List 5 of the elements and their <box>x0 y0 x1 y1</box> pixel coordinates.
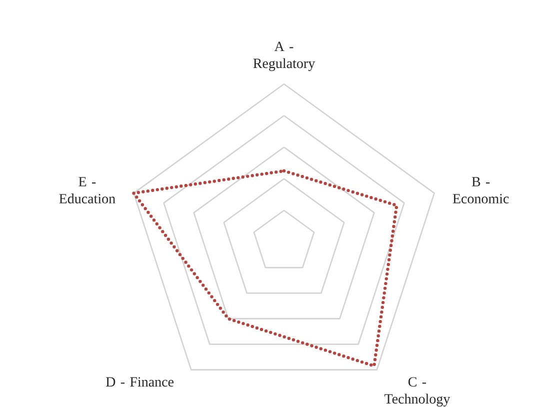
spoke-label: A - Regulatory <box>253 42 316 71</box>
spoke-label: E - Education <box>59 177 116 204</box>
spoke-label: D - Finance <box>106 377 174 387</box>
spoke-label: B - Economic <box>452 177 509 204</box>
spoke-label: C - Technology <box>384 377 450 406</box>
